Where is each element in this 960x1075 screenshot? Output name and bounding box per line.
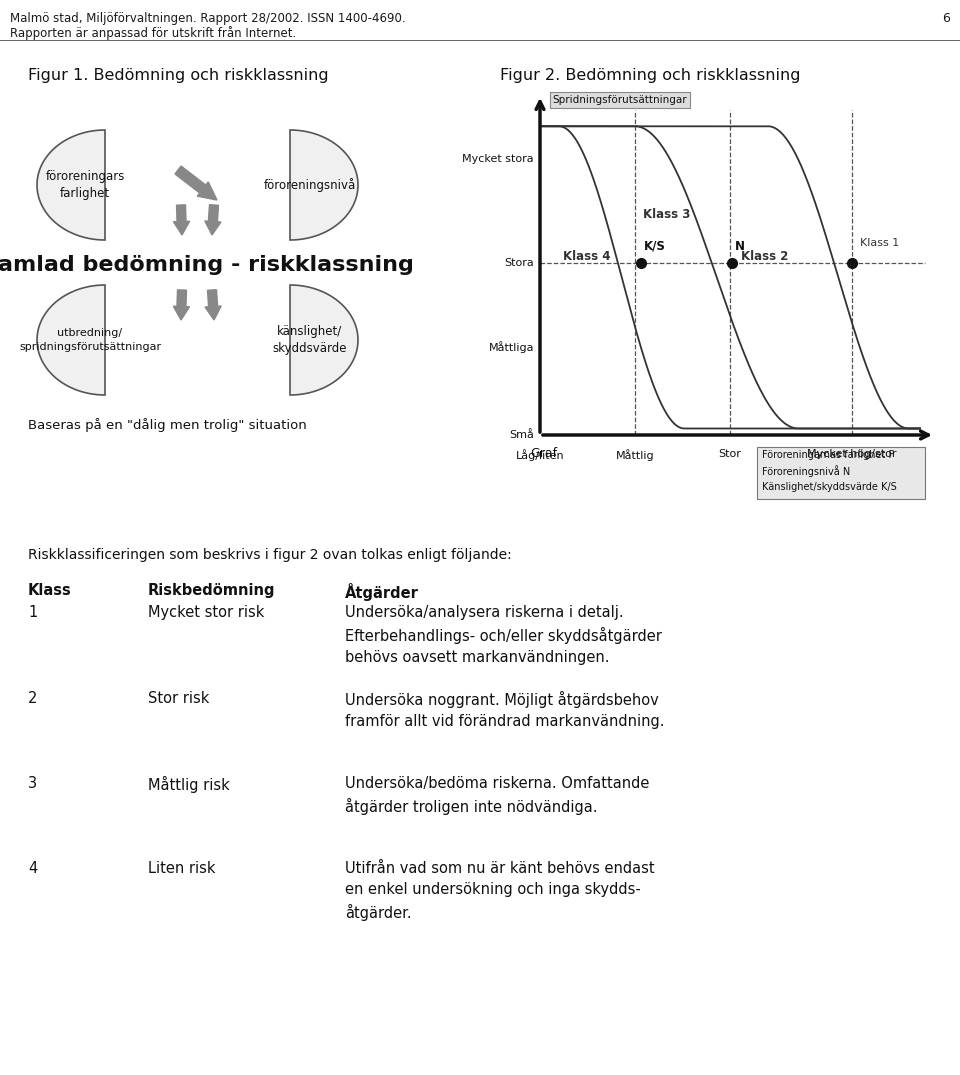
Text: K/S: K/S: [644, 240, 665, 253]
PathPatch shape: [37, 285, 105, 395]
Text: Måttliga: Måttliga: [489, 341, 534, 354]
Text: Stora: Stora: [504, 258, 534, 268]
Text: Mycket stor risk: Mycket stor risk: [148, 605, 264, 620]
FancyBboxPatch shape: [756, 447, 925, 499]
Text: känslighet/
skyddsvärde: känslighet/ skyddsvärde: [273, 325, 348, 355]
FancyArrow shape: [205, 289, 221, 320]
PathPatch shape: [290, 285, 358, 395]
FancyArrow shape: [174, 205, 190, 235]
Text: Mycket hög/stor: Mycket hög/stor: [806, 449, 897, 459]
PathPatch shape: [290, 130, 358, 240]
Text: utbredning/
spridningsförutsättningar: utbredning/ spridningsförutsättningar: [19, 328, 161, 352]
Text: Undersöka/bedöma riskerna. Omfattande
åtgärder troligen inte nödvändiga.: Undersöka/bedöma riskerna. Omfattande åt…: [345, 776, 649, 815]
Text: N: N: [735, 240, 745, 253]
Text: Små: Små: [509, 430, 534, 440]
Text: Klass 3: Klass 3: [642, 207, 690, 220]
Text: Baseras på en "dålig men trolig" situation: Baseras på en "dålig men trolig" situati…: [28, 418, 307, 432]
Text: Figur 1. Bedömning och riskklassning: Figur 1. Bedömning och riskklassning: [28, 68, 328, 83]
Text: Klass 4: Klass 4: [563, 249, 611, 262]
Text: Mycket stora: Mycket stora: [463, 154, 534, 163]
FancyArrow shape: [175, 166, 217, 200]
Text: Stor risk: Stor risk: [148, 691, 209, 706]
Text: Måttlig risk: Måttlig risk: [148, 776, 229, 793]
Text: Känslighet/skyddsvärde K/S: Känslighet/skyddsvärde K/S: [761, 482, 897, 492]
Text: Samlad bedömning - riskklassning: Samlad bedömning - riskklassning: [0, 255, 414, 275]
Text: 3: 3: [28, 776, 37, 791]
Text: 2: 2: [28, 691, 37, 706]
Text: 1: 1: [28, 605, 37, 620]
Text: Liten risk: Liten risk: [148, 861, 215, 876]
Text: föroreningars
farlighet: föroreningars farlighet: [45, 170, 125, 200]
Text: Figur 2. Bedömning och riskklassning: Figur 2. Bedömning och riskklassning: [500, 68, 801, 83]
Text: Stor: Stor: [719, 449, 741, 459]
Text: Rapporten är anpassad för utskrift från Internet.: Rapporten är anpassad för utskrift från …: [10, 26, 297, 40]
Text: Spridningsförutsättningar: Spridningsförutsättningar: [553, 95, 687, 105]
Text: Klass 2: Klass 2: [741, 249, 789, 262]
Text: Klass 1: Klass 1: [859, 238, 899, 247]
Text: Undersöka/analysera riskerna i detalj.
Efterbehandlings- och/eller skyddsåtgärde: Undersöka/analysera riskerna i detalj. E…: [345, 605, 661, 665]
Text: Klass: Klass: [28, 583, 72, 598]
Text: Åtgärder: Åtgärder: [345, 583, 419, 601]
FancyArrow shape: [174, 290, 189, 320]
Text: föroreningsnivå: föroreningsnivå: [264, 178, 356, 192]
Text: Riskklassificeringen som beskrivs i figur 2 ovan tolkas enligt följande:: Riskklassificeringen som beskrivs i figu…: [28, 548, 512, 562]
Text: Riskbedömning: Riskbedömning: [148, 583, 276, 598]
FancyArrow shape: [204, 204, 221, 235]
Text: 4: 4: [28, 861, 37, 876]
PathPatch shape: [37, 130, 105, 240]
Text: Utifrån vad som nu är känt behövs endast
en enkel undersökning och inga skydds-
: Utifrån vad som nu är känt behövs endast…: [345, 861, 655, 921]
Text: Låg/liten: Låg/liten: [516, 449, 564, 461]
Text: Malmö stad, Miljöförvaltningen. Rapport 28/2002. ISSN 1400-4690.: Malmö stad, Miljöförvaltningen. Rapport …: [10, 12, 406, 25]
Text: Föroreningsnivå N: Föroreningsnivå N: [761, 465, 850, 477]
Text: Måttlig: Måttlig: [615, 449, 655, 461]
Text: Graf: Graf: [530, 447, 557, 460]
Text: 6: 6: [942, 12, 950, 25]
Text: Föroreningarnas farlighet F: Föroreningarnas farlighet F: [761, 450, 894, 460]
Text: Undersöka noggrant. Möjligt åtgärdsbehov
framför allt vid förändrad markanvändni: Undersöka noggrant. Möjligt åtgärdsbehov…: [345, 691, 664, 729]
